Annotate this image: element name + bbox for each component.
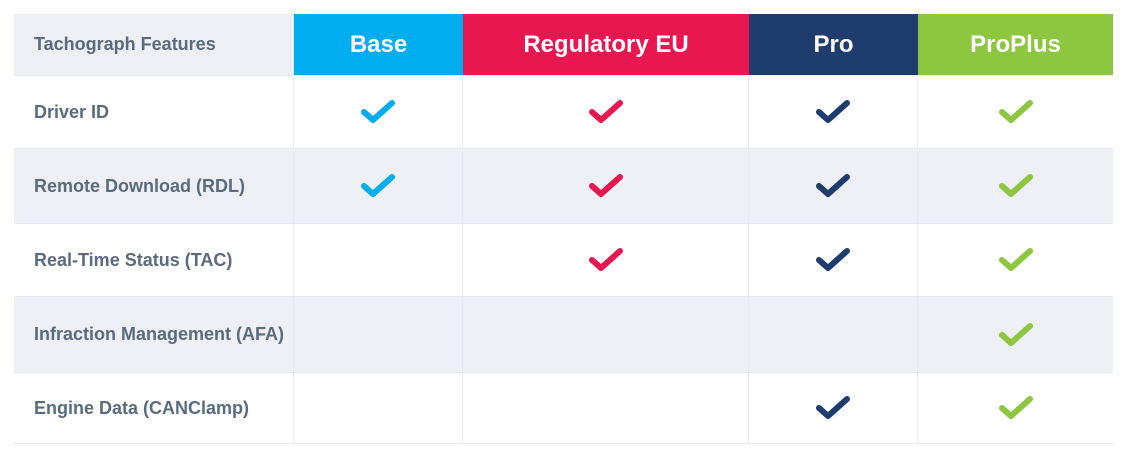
checkmark [816,174,850,197]
checkmark [998,322,1033,346]
checkmark [816,100,850,123]
cell-text: Pro [813,30,854,58]
header-feature-cell: Tachograph Features [14,14,294,75]
checkmark-path [998,174,1033,197]
plan-header: Base [294,14,463,75]
checkmark-path [998,248,1033,271]
plan-header: Regulatory EU [463,14,749,75]
check-cell [463,76,749,148]
check-cell [463,224,749,296]
checkmark-path [816,174,850,197]
feature-cell: Remote Download (RDL) [14,149,294,223]
checkmark-path [816,100,850,123]
checkmark-path [816,248,850,271]
check-cell [463,373,749,443]
cell-text: Real-Time Status (TAC) [34,249,233,270]
checkmark-path [588,100,623,123]
checkmark [998,100,1033,123]
feature-row: Infraction Management (AFA) [14,297,1113,373]
plan-header: Pro [749,14,918,75]
check-cell [749,297,918,372]
checkmark [361,174,395,197]
feature-row: Real-Time Status (TAC) [14,224,1113,297]
cell-text: ProPlus [970,30,1061,58]
checkmark [588,248,623,271]
feature-cell: Infraction Management (AFA) [14,297,294,372]
check-cell [294,297,463,372]
check-cell [749,224,918,296]
check-cell [463,149,749,223]
check-cell [918,149,1113,223]
cell-text: Engine Data (CANClamp) [34,397,250,418]
checkmark-path [998,100,1033,123]
check-cell [463,297,749,372]
feature-row: Engine Data (CANClamp) [14,373,1113,444]
cell-text: Remote Download (RDL) [34,175,245,196]
checkmark [998,248,1033,271]
check-cell [294,76,463,148]
cell-text: Regulatory EU [523,30,689,58]
checkmark [816,396,850,419]
check-cell [294,224,463,296]
check-cell [749,76,918,148]
feature-cell: Driver ID [14,76,294,148]
feature-cell: Real-Time Status (TAC) [14,224,294,296]
feature-row: Remote Download (RDL) [14,149,1113,224]
checkmark-path [361,100,395,123]
checkmark-path [588,174,623,197]
comparison-table: Tachograph Features Base Regulatory EU Pro P… [14,14,1113,444]
check-cell [918,76,1113,148]
check-cell [294,149,463,223]
cell-text: Base [349,30,408,58]
checkmark-path [361,174,395,197]
checkmark [361,100,395,123]
check-cell [918,297,1113,372]
checkmark [816,248,850,271]
feature-cell: Engine Data (CANClamp) [14,373,294,443]
checkmark-path [816,396,850,419]
check-cell [749,149,918,223]
cell-text: Infraction Management (AFA) [34,324,285,344]
header-row: Tachograph Features Base Regulatory EU Pro P… [14,14,1113,76]
plan-header: ProPlus [918,14,1113,75]
cell-text: Driver ID [34,101,110,122]
checkmark [588,174,623,197]
check-cell [918,373,1113,443]
checkmark-path [588,248,623,271]
check-cell [918,224,1113,296]
checkmark [588,100,623,123]
checkmark-path [998,322,1033,346]
checkmark-path [998,396,1033,419]
cell-text: Tachograph Features [34,34,216,54]
checkmark [998,174,1033,197]
check-cell [294,373,463,443]
checkmark [998,396,1033,419]
feature-row: Driver ID [14,76,1113,149]
check-cell [749,373,918,443]
